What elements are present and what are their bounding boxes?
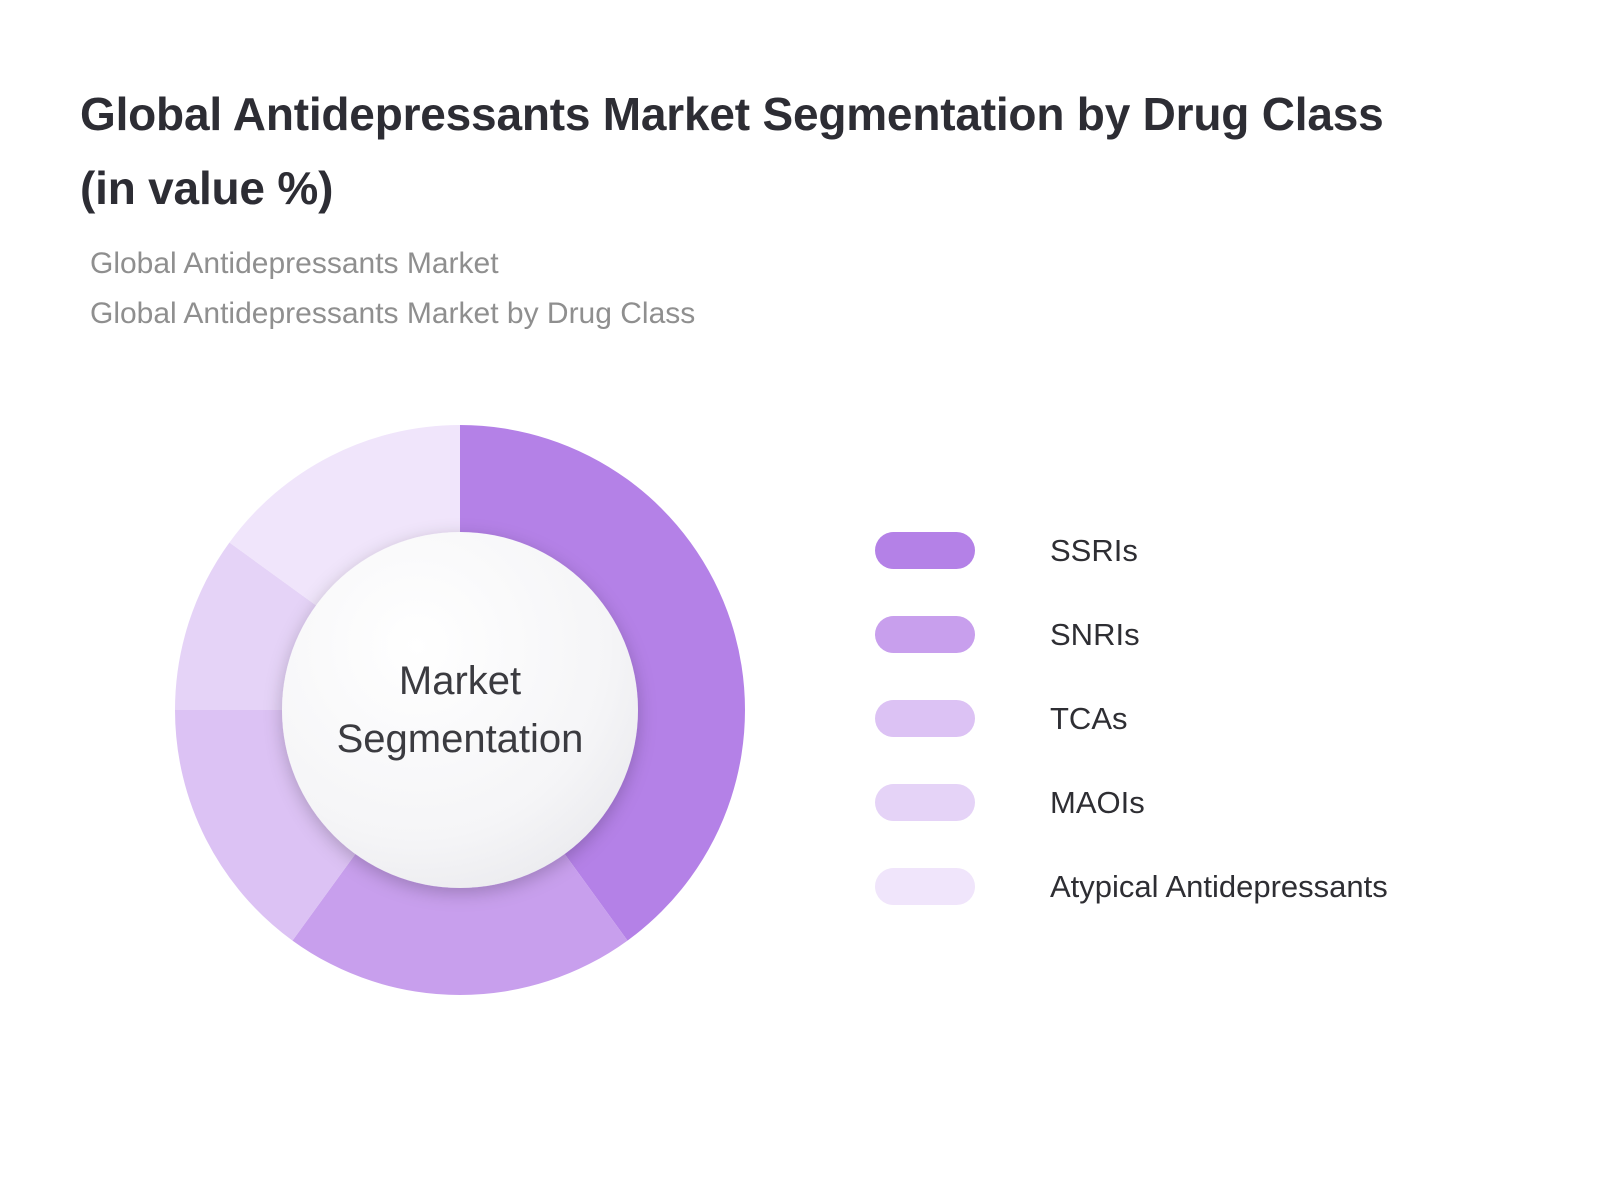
donut-center-circle <box>282 532 638 888</box>
legend-label-ssris: SSRIs <box>1050 532 1138 568</box>
legend-item-tcas: TCAs <box>875 700 1388 737</box>
donut-slices <box>175 425 745 995</box>
legend-label-atypical-antidepressants: Atypical Antidepressants <box>1050 868 1388 904</box>
legend-label-tcas: TCAs <box>1050 700 1128 736</box>
donut-svg <box>175 425 745 995</box>
legend-item-snris: SNRIs <box>875 616 1388 653</box>
legend-label-snris: SNRIs <box>1050 616 1140 652</box>
header: Global Antidepressants Market Segmentati… <box>80 78 1460 338</box>
legend-label-maois: MAOIs <box>1050 784 1145 820</box>
subtitle-block: Global Antidepressants Market Global Ant… <box>80 239 1460 338</box>
legend-swatch-maois <box>875 784 975 821</box>
legend-item-atypical-antidepressants: Atypical Antidepressants <box>875 868 1388 905</box>
subtitle-line-1: Global Antidepressants Market <box>90 247 499 281</box>
legend-item-maois: MAOIs <box>875 784 1388 821</box>
legend-item-ssris: SSRIs <box>875 532 1388 569</box>
donut-slice-maois <box>175 542 318 710</box>
legend-swatch-snris <box>875 616 975 653</box>
subtitle-line-2: Global Antidepressants Market by Drug Cl… <box>90 296 696 330</box>
donut-chart: Market Segmentation <box>170 420 750 1000</box>
donut-slice-ssris <box>460 425 745 941</box>
legend: SSRIs SNRIs TCAs MAOIs Atypical Antidepressa… <box>875 532 1388 905</box>
donut-slice-snris <box>292 852 628 995</box>
legend-swatch-ssris <box>875 532 975 569</box>
donut-slice-tcas <box>175 710 357 941</box>
legend-swatch-tcas <box>875 700 975 737</box>
page-title: Global Antidepressants Market Segmentati… <box>80 88 1384 214</box>
legend-swatch-atypical-antidepressants <box>875 868 975 905</box>
donut-slice-atypical-antidepressants <box>229 425 460 607</box>
